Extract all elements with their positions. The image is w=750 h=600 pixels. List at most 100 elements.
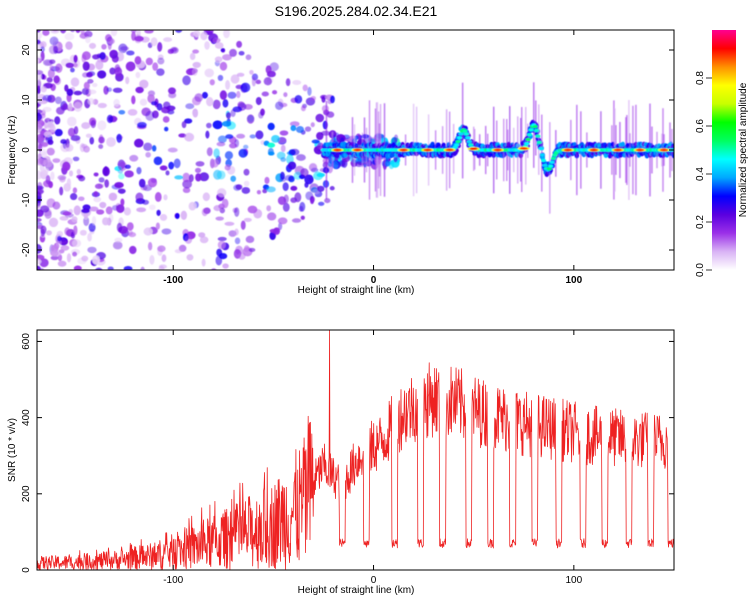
spectrogram-noise-blob	[196, 275, 202, 282]
spectrogram-noise-blob	[37, 93, 40, 99]
spectrogram-noise-blob	[182, 172, 191, 183]
spectrogram-peak	[493, 148, 502, 152]
spectrogram-noise-blob	[212, 37, 221, 43]
spectrogram-noise-blob	[97, 102, 107, 109]
spectrogram-noise-blob	[37, 39, 41, 45]
spectrogram-noise-blob	[46, 77, 53, 83]
spectrogram-noise-blob	[56, 230, 64, 237]
spectrogram-noise-blob	[222, 263, 229, 269]
spectrogram-noise-blob	[245, 54, 252, 61]
spectrogram-noise-blob	[43, 59, 53, 66]
spectrogram-noise-blob	[55, 96, 62, 105]
spectrogram-noise-blob	[294, 94, 303, 104]
spectrogram-noise-blob	[245, 235, 255, 243]
spectrogram-noise-blob	[37, 170, 43, 180]
spectrogram-noise-blob	[106, 114, 114, 124]
spectrogram-noise-blob	[219, 90, 227, 100]
spectrogram-noise-blob	[243, 180, 250, 187]
spectrogram-noise-blob	[89, 206, 99, 212]
spectrogram-noise-blob	[277, 217, 288, 225]
spectrogram-noise-blob	[42, 30, 50, 36]
spectrogram-noise-blob	[255, 79, 262, 85]
spectrogram-ridge-core	[550, 156, 557, 160]
spectrogram-noise-blob	[154, 192, 162, 202]
spectrogram-noise-blob	[282, 202, 290, 212]
spectrogram-noise-blob	[41, 142, 49, 147]
spectrogram-noise-blob	[131, 95, 136, 105]
spectrogram-noise-blob	[212, 99, 221, 110]
spectrogram-noise-blob	[149, 204, 156, 211]
spectrogram-noise-blob	[243, 217, 252, 222]
spectrogram-x-tick-label: 0	[371, 275, 377, 286]
spectrogram-noise-blob	[37, 209, 44, 217]
spectrogram-noise-blob	[145, 110, 155, 121]
spectrogram-noise-blob	[256, 190, 262, 195]
spectrogram-noise-blob	[167, 147, 178, 153]
spectrogram-noise-blob	[287, 161, 297, 170]
spectrogram-x-label: Height of straight line (km)	[298, 285, 415, 296]
spectrogram-noise-blob	[246, 114, 255, 124]
spectrogram-noise-blob	[123, 265, 133, 270]
spectrogram-noise-blob	[93, 190, 99, 197]
spectrogram-noise-blob	[136, 121, 147, 129]
spectrogram-noise-blob	[70, 193, 78, 201]
spectrogram-noise-blob	[181, 121, 187, 129]
spectrogram-noise-blob	[237, 252, 246, 260]
spectrogram-noise-blob	[255, 96, 262, 106]
spectrogram-noise-blob	[46, 230, 52, 236]
spectrogram-noise-blob	[161, 228, 172, 235]
spectrogram-noise-blob	[304, 174, 314, 185]
spectrogram-noise-blob	[161, 106, 171, 114]
spectrogram-noise-blob	[73, 54, 78, 63]
spectrogram-noise-blob	[76, 273, 83, 279]
spectrogram-ridge-blob	[436, 142, 441, 148]
spectrogram-noise-blob	[126, 222, 134, 231]
spectrogram-noise-blob	[109, 67, 116, 75]
spectrogram-noise-blob	[96, 209, 105, 215]
spectrogram-noise-blob	[109, 49, 119, 59]
spectrogram-ridge-blob	[620, 141, 626, 147]
figure-title: S196.2025.284.02.34.E21	[275, 3, 438, 19]
spectrogram-noise-blob	[199, 172, 210, 182]
spectrogram-y-tick-label: -20	[21, 242, 32, 257]
spectrogram-noise-blob	[157, 57, 165, 65]
spectrogram-noise-blob	[290, 148, 300, 156]
spectrogram-noise-blob	[119, 24, 124, 29]
spectrogram-noise-blob	[62, 103, 69, 111]
spectrogram-noise-blob	[225, 111, 231, 119]
spectrogram-noise-blob	[159, 213, 168, 221]
spectrogram-noise-blob	[280, 157, 287, 162]
spectrogram-noise-blob	[234, 207, 240, 217]
spectrogram-noise-blob	[142, 199, 150, 205]
spectrogram-noise-blob	[65, 41, 73, 50]
spectrogram-noise-blob	[229, 142, 237, 149]
spectrogram-noise-blob	[206, 147, 213, 157]
spectrogram-noise-blob	[106, 137, 116, 148]
spectrogram-noise-blob	[87, 98, 95, 105]
spectrogram-noise-blob	[221, 198, 229, 209]
spectrogram-noise-blob	[321, 96, 326, 103]
spectrogram-noise-blob	[296, 154, 306, 161]
spectrogram-noise-blob	[290, 124, 297, 132]
spectrogram-noise-blob	[189, 52, 196, 61]
spectrogram-noise-blob	[272, 90, 278, 95]
spectrogram-ridge-core	[466, 140, 472, 144]
spectrogram-y-tick-label: 20	[21, 44, 32, 56]
spectrogram-noise-blob	[105, 206, 113, 215]
spectrogram-noise-blob	[273, 227, 281, 235]
spectrogram-noise-blob	[212, 120, 223, 130]
colorbar-tick-label: 0.2	[695, 215, 706, 229]
spectrogram-noise-blob	[217, 240, 226, 250]
spectrogram-noise-blob	[214, 42, 224, 49]
spectrogram-noise-blob	[106, 87, 112, 92]
spectrogram-noise-blob	[238, 50, 245, 56]
spectrogram-noise-blob	[87, 246, 97, 254]
spectrogram-noise-blob	[213, 148, 220, 158]
spectrogram-noise-blob	[65, 62, 74, 69]
colorbar-tick-label: 0.4	[695, 167, 706, 181]
snr-x-label: Height of straight line (km)	[298, 585, 415, 596]
spectrogram-noise-blob	[98, 136, 105, 144]
spectrogram-noise-blob	[249, 134, 256, 139]
spectrogram-noise-blob	[188, 174, 194, 183]
spectrogram-noise-blob	[37, 265, 41, 270]
